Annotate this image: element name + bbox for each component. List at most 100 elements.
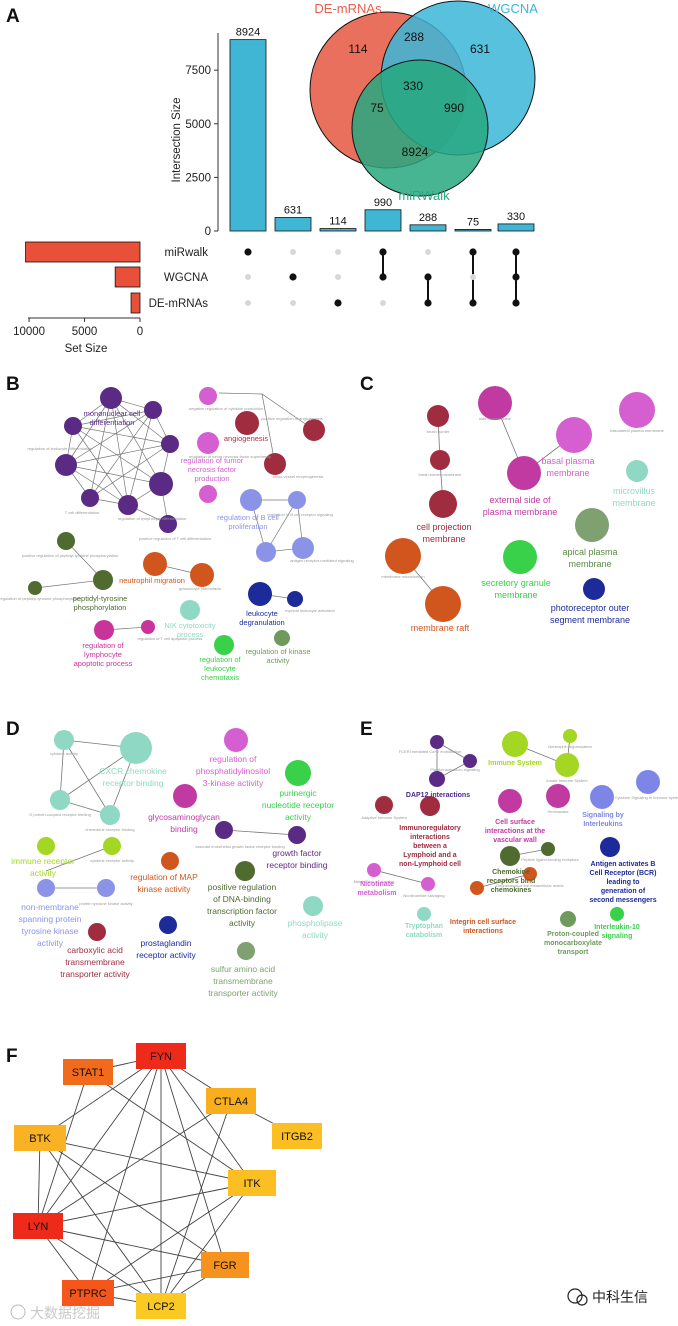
panel-letter-d: D — [6, 719, 20, 740]
matrix-dot-on — [512, 248, 520, 256]
svg-text:lymphocyte: lymphocyte — [84, 650, 122, 659]
ppi-node-label: ITK — [243, 1178, 261, 1190]
svg-text:receptor binding: receptor binding — [103, 778, 164, 788]
matrix-dot-on — [334, 299, 342, 307]
svg-text:negative regulation of cytokin: negative regulation of cytokine producti… — [189, 406, 263, 411]
svg-text:prostaglandin: prostaglandin — [140, 938, 191, 948]
ppi-edge — [160, 1055, 226, 1266]
network-b: negative regulation of cytokine producti… — [0, 387, 354, 682]
svg-text:segment membrane: segment membrane — [550, 615, 630, 625]
upset-bar-value: 330 — [507, 211, 525, 223]
svg-text:Interleukin-10: Interleukin-10 — [594, 924, 640, 931]
network-c-small-labels: brush border brush border membrane side … — [381, 416, 664, 579]
svg-text:neutrophil migration: neutrophil migration — [119, 576, 185, 585]
watermark-right: 中科生信 — [567, 1288, 648, 1306]
svg-text:FCERI mediated Ca+2 mobilizati: FCERI mediated Ca+2 mobilization — [399, 749, 462, 754]
matrix-row-label: DE-mRNAs — [149, 298, 209, 310]
matrix-dot-off — [470, 274, 476, 280]
upset-bar-value: 75 — [467, 216, 479, 228]
ppi-node-label: LCP2 — [147, 1301, 175, 1313]
ppi-node-btk — [14, 1125, 66, 1151]
ppi-node-fyn — [136, 1043, 186, 1069]
panel-letter-e: E — [360, 719, 373, 740]
svg-text:signaling: signaling — [602, 933, 633, 940]
svg-text:chemokines: chemokines — [491, 887, 532, 894]
ppi-node-label: FGR — [213, 1260, 236, 1272]
matrix-dot-on — [424, 273, 432, 281]
venn-region-all: 330 — [403, 79, 423, 93]
ppi-edge — [39, 1137, 226, 1266]
svg-text:glycosaminoglycan: glycosaminoglycan — [148, 812, 220, 822]
wechat-icon — [567, 1288, 583, 1304]
ppi-edge — [160, 1100, 232, 1307]
ppi-edge — [39, 1137, 162, 1307]
matrix-dot-off — [380, 300, 386, 306]
svg-text:receptor binding: receptor binding — [267, 860, 328, 870]
matrix-dot-off — [290, 300, 296, 306]
network-c-labels: cell projection membrane basal plasma me… — [411, 456, 656, 633]
svg-text:immune receptor: immune receptor — [11, 856, 75, 866]
matrix-dot-on — [379, 273, 387, 281]
panel-letter-f: F — [6, 1046, 18, 1067]
matrix-row-label: WGCNA — [164, 272, 208, 284]
svg-text:Adaptive Immune System: Adaptive Immune System — [361, 815, 407, 820]
svg-text:positive regulation of T cell: positive regulation of T cell differenti… — [139, 536, 211, 541]
svg-text:NIK cytotoxicity: NIK cytotoxicity — [164, 621, 216, 630]
network-b-edges — [34, 392, 315, 631]
svg-text:cell projection: cell projection — [416, 522, 471, 532]
svg-text:receptors bind: receptors bind — [487, 878, 536, 885]
svg-text:cytokine receptor activity: cytokine receptor activity — [90, 858, 134, 863]
svg-text:growth factor: growth factor — [272, 848, 321, 858]
ppi-edge — [160, 1182, 253, 1307]
ppi-node-ptprc — [62, 1280, 114, 1306]
venn-diagram: DE-mRNAs WGCNA miRWalk 114 288 631 330 7… — [309, 0, 538, 203]
svg-text:transporter activity: transporter activity — [60, 969, 130, 979]
svg-text:metabolism: metabolism — [358, 890, 397, 897]
svg-text:Interleukins: Interleukins — [583, 821, 622, 828]
upset-y-tick-label: 2500 — [185, 172, 211, 184]
upset-bar-value: 8924 — [236, 27, 260, 39]
ppi-node-itk — [228, 1170, 276, 1196]
svg-text:regulation of: regulation of — [210, 754, 257, 764]
svg-text:positive regulation of peptidy: positive regulation of peptidyl-tyrosine… — [22, 553, 118, 558]
svg-text:differentiation: differentiation — [90, 418, 135, 427]
svg-text:Antigen activates B: Antigen activates B — [591, 861, 656, 868]
upset-bar — [454, 228, 492, 232]
svg-text:plasma membrane: plasma membrane — [483, 507, 558, 517]
svg-text:transmembrane: transmembrane — [213, 976, 273, 986]
svg-text:membrane: membrane — [612, 498, 655, 508]
svg-text:transmembrane: transmembrane — [65, 957, 125, 967]
svg-text:generation of: generation of — [601, 888, 646, 895]
matrix-dot-off — [245, 300, 251, 306]
svg-text:non-membrane: non-membrane — [21, 902, 79, 912]
svg-text:receptor activity: receptor activity — [136, 950, 196, 960]
svg-text:Integrin cell surface: Integrin cell surface — [450, 919, 516, 926]
venn-label-mirwalk: miRWalk — [398, 188, 450, 203]
svg-text:Innate Immune System: Innate Immune System — [546, 778, 588, 783]
svg-text:T cell differentiation: T cell differentiation — [65, 510, 100, 515]
ppi-node-label: LYN — [28, 1221, 49, 1233]
svg-text:second messengers: second messengers — [589, 897, 656, 904]
svg-text:vascular endothelial growth fa: vascular endothelial growth factor recep… — [195, 844, 284, 849]
svg-text:G protein-coupled receptor bin: G protein-coupled receptor binding — [29, 812, 91, 817]
svg-text:leukocyte: leukocyte — [246, 609, 278, 618]
svg-text:Platelet activation, signaling: Platelet activation, signaling — [430, 767, 479, 772]
venn-region-mirwalk-only: 8924 — [402, 145, 429, 159]
svg-text:myeloid leukocyte activation: myeloid leukocyte activation — [285, 608, 335, 613]
matrix-dot-on — [244, 248, 252, 256]
svg-text:membrane microdomain: membrane microdomain — [381, 574, 424, 579]
venn-region-wgcna-only: 631 — [470, 42, 490, 56]
svg-text:mononuclear cell: mononuclear cell — [84, 409, 141, 418]
svg-text:secretory granule: secretory granule — [481, 578, 551, 588]
svg-text:interactions at the: interactions at the — [485, 828, 545, 835]
matrix-dot-on — [512, 299, 520, 307]
svg-text:regulation of tumor necrosis f: regulation of tumor necrosis factor supe… — [189, 454, 271, 459]
svg-text:Degradation of the extracellul: Degradation of the extracellular matrix — [496, 883, 564, 888]
network-e-nodes — [367, 729, 660, 927]
svg-text:regulation of peptidyl-tyrosin: regulation of peptidyl-tyrosine phosphor… — [0, 596, 81, 601]
venn-circle-mirwalk — [351, 59, 489, 197]
svg-text:activity: activity — [37, 938, 64, 948]
upset-bar — [319, 228, 357, 232]
svg-text:Tryptophan: Tryptophan — [405, 923, 443, 930]
